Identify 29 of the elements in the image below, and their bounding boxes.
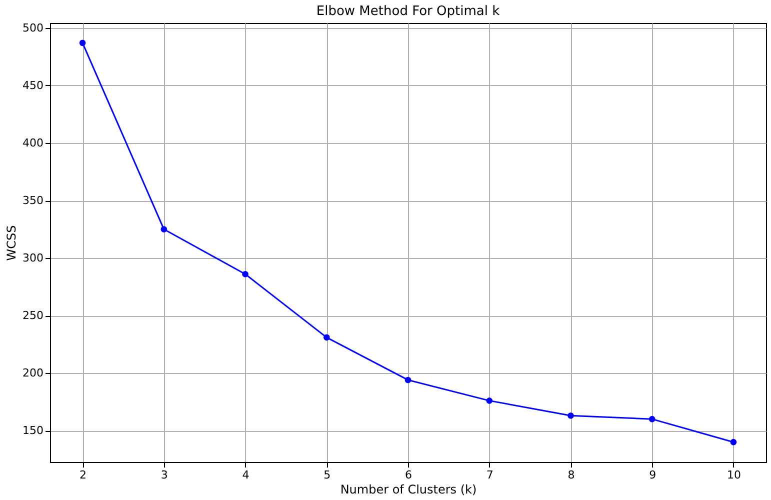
point [404, 376, 412, 384]
x-tick-label: 4 [242, 468, 250, 482]
x-axis-title: Number of Clusters (k) [340, 482, 477, 496]
point [242, 270, 248, 278]
y-axis-title: WCSS [4, 225, 19, 261]
x-tick-label: 6 [405, 468, 412, 482]
point [568, 412, 574, 419]
point [79, 40, 86, 46]
x-tick-label: 3 [160, 468, 168, 482]
x-tick-label: 5 [324, 468, 331, 482]
y-tick-label: 450 [22, 78, 44, 92]
x-tick-label: 7 [486, 468, 494, 482]
x-tick-label: 10 [726, 468, 741, 482]
point [323, 334, 330, 341]
x-tick-label: 8 [568, 468, 575, 482]
y-tick-label: 200 [22, 366, 44, 380]
point [730, 438, 737, 446]
y-tick-label: 400 [22, 136, 44, 150]
y-tick-label: 500 [22, 21, 44, 34]
x-tick-label: 9 [649, 468, 656, 482]
point [486, 398, 493, 404]
x-tick-label: 2 [80, 468, 87, 482]
y-tick-label: 300 [22, 252, 44, 265]
point [160, 226, 168, 232]
y-tick-label: 150 [22, 424, 44, 438]
y-tick-label: 350 [22, 194, 44, 208]
y-tick-label: 250 [22, 309, 44, 322]
point [648, 416, 656, 422]
chart-title: Elbow Method For Optimal k [316, 4, 500, 19]
